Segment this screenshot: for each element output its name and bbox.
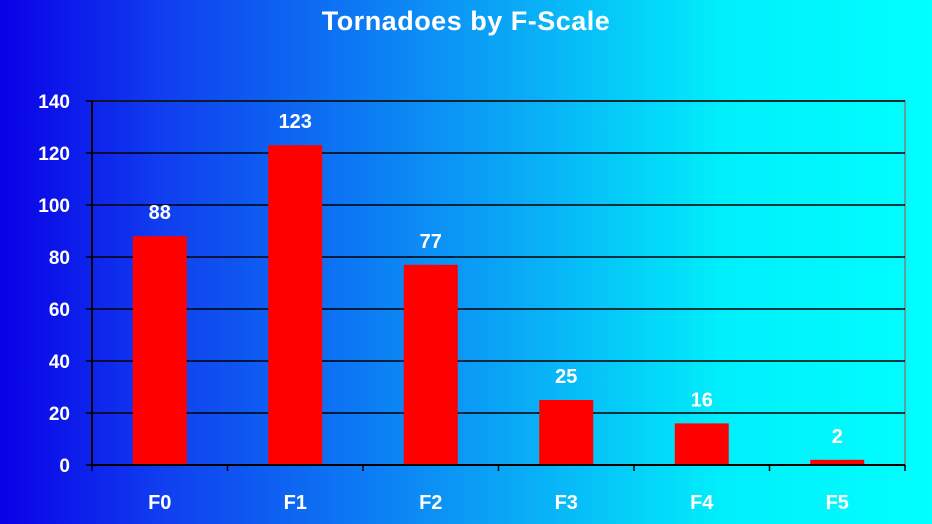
y-tick-label: 0: [59, 456, 70, 477]
data-label: 88: [149, 202, 171, 224]
data-label: 25: [555, 366, 577, 388]
x-tick-label: F0: [148, 492, 171, 514]
x-tick-label: F5: [826, 492, 849, 514]
axes: [86, 100, 906, 471]
x-tick-label: F3: [555, 492, 578, 514]
labels: 0 20 40 60 80 100 120 140 88 F0 123 F1 77 F2 25 F3 16 F4 2…: [38, 92, 849, 514]
y-tick-label: 120: [38, 144, 70, 165]
x-tick-label: F1: [284, 492, 307, 514]
gridlines: [91, 100, 906, 466]
bar-f5: [810, 459, 865, 465]
x-tick-label: F2: [419, 492, 442, 514]
y-tick-label: 60: [49, 300, 70, 321]
bar-f3: [539, 400, 594, 465]
data-label: 123: [279, 111, 312, 133]
x-tick-label: F4: [690, 492, 714, 514]
bar-f4: [674, 423, 729, 465]
chart-title: Tornadoes by F-Scale: [321, 6, 611, 36]
bars: [132, 145, 865, 465]
y-tick-label: 80: [49, 248, 70, 269]
y-tick-label: 140: [38, 92, 70, 113]
plot-area-border: [91, 100, 906, 466]
bar-f1: [268, 145, 323, 465]
data-label: 2: [832, 426, 843, 448]
bar-f2: [403, 264, 458, 465]
bar-f0: [132, 236, 187, 465]
y-tick-label: 40: [49, 352, 70, 373]
data-label: 77: [420, 231, 442, 253]
y-tick-label: 100: [38, 196, 70, 217]
data-label: 16: [691, 389, 713, 411]
y-tick-label: 20: [49, 404, 70, 425]
